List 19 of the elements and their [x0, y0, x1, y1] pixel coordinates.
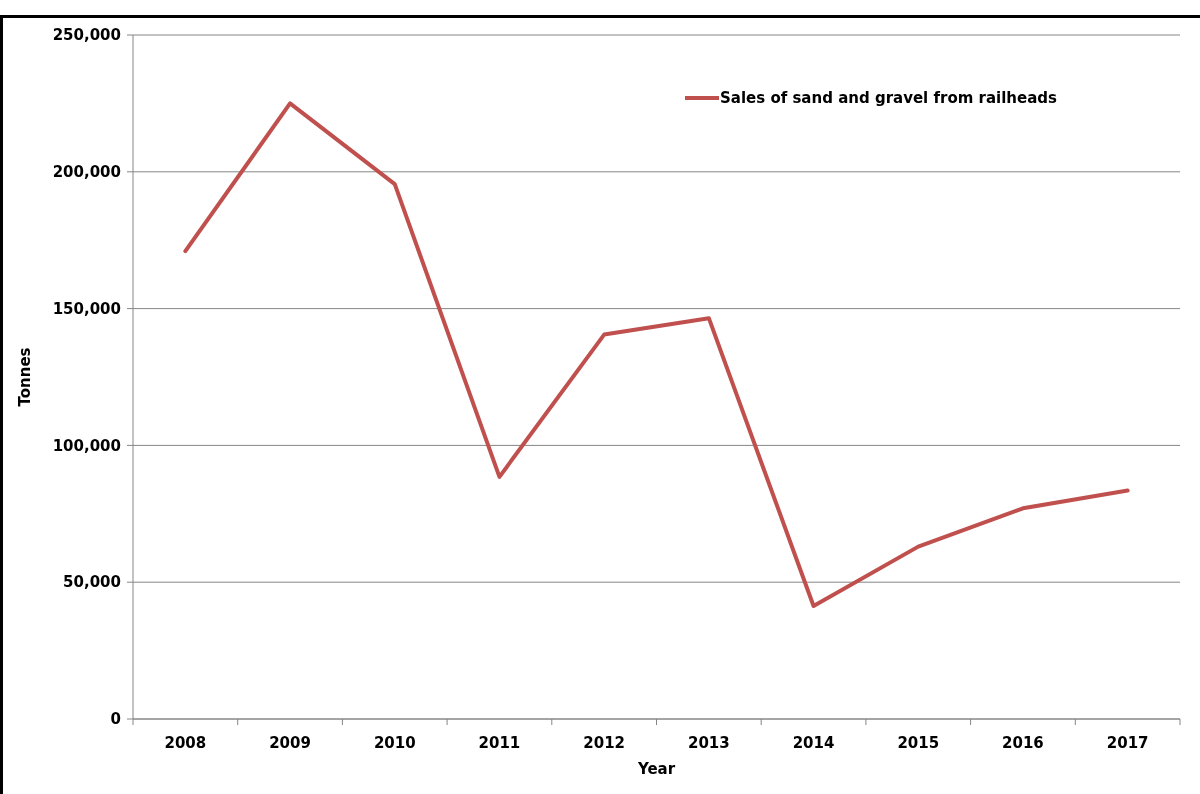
x-tick-label: 2016: [1002, 734, 1044, 752]
x-tick-label: 2013: [687, 734, 730, 752]
x-tick-label: 2017: [1106, 734, 1149, 752]
x-axis-title: Year: [636, 760, 676, 778]
y-tick-label: 50,000: [63, 573, 121, 592]
y-tick-label: 100,000: [52, 436, 121, 455]
x-tick-label: 2011: [478, 734, 521, 752]
x-tick-label: 2009: [269, 734, 311, 752]
x-tick-label: 2008: [164, 734, 207, 752]
x-tick-label: 2014: [792, 734, 835, 752]
x-tick-label: 2010: [373, 734, 416, 752]
y-tick-label: 0: [110, 710, 121, 729]
y-tick-label: 200,000: [52, 163, 121, 182]
y-axis-title: Tonnes: [16, 347, 34, 407]
x-tick-label: 2012: [583, 734, 626, 752]
x-tick-label: 2015: [897, 734, 940, 752]
y-tick-label: 150,000: [52, 299, 121, 318]
legend-label: Sales of sand and gravel from railheads: [720, 89, 1058, 108]
y-tick-label: 250,000: [52, 26, 121, 45]
